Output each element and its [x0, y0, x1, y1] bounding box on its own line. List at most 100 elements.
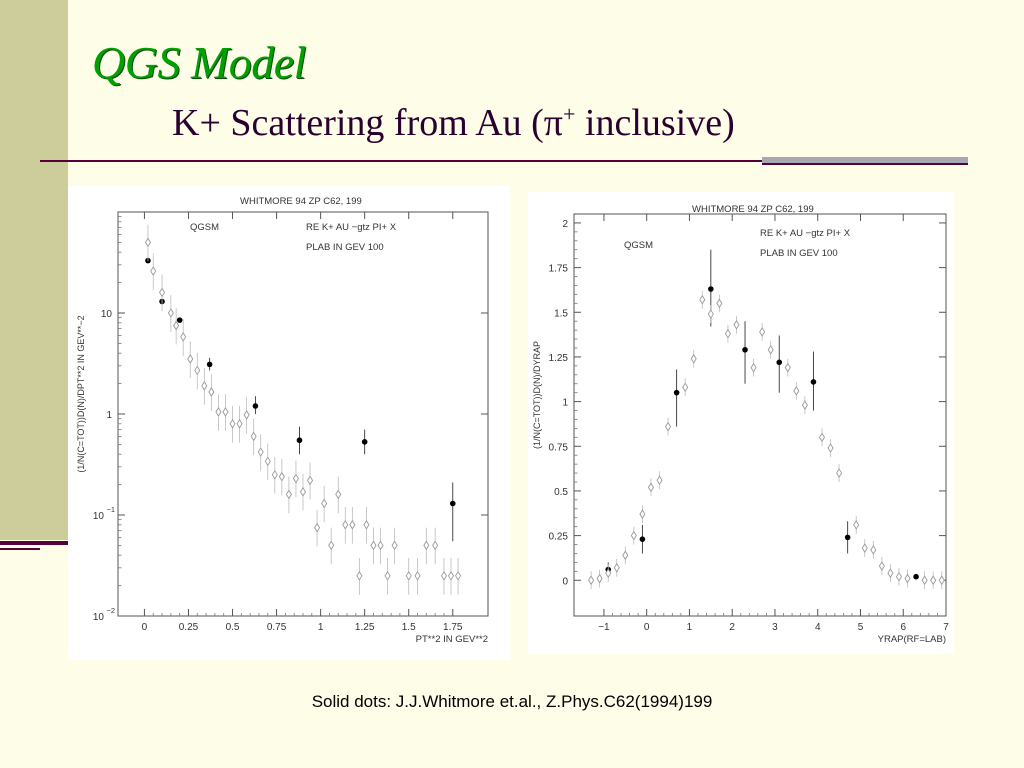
plot-frame — [573, 213, 947, 617]
whitmore-data-point — [361, 439, 368, 445]
qgsm-point — [724, 328, 731, 339]
subtitle-superscript: + — [562, 101, 576, 127]
qgsm-point — [690, 353, 697, 364]
qgsm-point — [447, 570, 455, 581]
chart-header: WHITMORE 94 ZP C62, 199 — [692, 204, 814, 215]
x-tick-label: 2 — [729, 622, 735, 633]
qgsm-point — [921, 575, 928, 586]
y-tick-label: 0 — [562, 576, 568, 587]
slide-subtitle: K+ Scattering from Au (π+ inclusive) — [172, 101, 735, 145]
qgsm-point — [215, 407, 222, 417]
qgsm-point — [335, 489, 342, 500]
qgsm-point — [707, 309, 714, 319]
chart-panel-rapidity: WHITMORE 94 ZP C62, 199 QGSM RE K+ AU −gtz… — [528, 192, 954, 654]
x-tick-label: 0.25 — [179, 622, 199, 633]
x-tick-label: 0.5 — [226, 622, 240, 633]
qgsm-point — [405, 570, 412, 581]
qgsm-point — [150, 266, 157, 276]
pt2-spectrum-chart: WHITMORE 94 ZP C62, 199 QGSM RE K+ AU −gtz… — [76, 196, 489, 645]
whitmore-data-point — [708, 286, 714, 292]
qgsm-point — [759, 327, 766, 337]
qgsm-point — [414, 570, 421, 581]
qgsm-point — [342, 519, 349, 530]
x-axis-label: YRAP(RF=LAB) — [878, 634, 946, 645]
qgsm-point — [299, 486, 307, 497]
qgsm-point — [801, 400, 808, 411]
y-tick-label: 1.25 — [549, 353, 569, 364]
qgsm-point — [647, 482, 654, 493]
x-tick-label: 3 — [772, 622, 778, 633]
qgsm-point — [784, 362, 791, 373]
qgsm-point — [605, 568, 612, 578]
qgsm-point — [222, 407, 229, 417]
qgsm-point — [895, 571, 902, 582]
title-divider — [40, 160, 762, 162]
whitmore-data-point — [176, 317, 183, 323]
y-tick-label: 2 — [562, 219, 568, 230]
chart-header: WHITMORE 94 ZP C62, 199 — [240, 196, 362, 207]
y-tick-label: 1.5 — [554, 308, 568, 319]
x-tick-label: −1 — [598, 622, 610, 633]
model-label: QGSM — [624, 240, 653, 251]
qgsm-point — [363, 519, 370, 530]
qgsm-point — [630, 530, 637, 541]
plab-label: PLAB IN GEV 100 — [760, 248, 838, 259]
slide-title: QGS Model — [92, 37, 306, 88]
chart-panel-pt2: WHITMORE 94 ZP C62, 199 QGSM RE K+ AU −gtz… — [68, 186, 510, 660]
qgsm-point — [853, 520, 860, 530]
slide-caption: Solid dots: J.J.Whitmore et.al., Z.Phys.… — [311, 692, 713, 711]
whitmore-data-point — [810, 379, 817, 385]
reaction-label: RE K+ AU −gtz PI+ X — [760, 228, 851, 239]
qgsm-point — [292, 473, 299, 484]
qgsm-point — [187, 354, 194, 364]
whitmore-data-point — [844, 534, 851, 541]
y-tick-label: 0.5 — [554, 487, 568, 498]
qgsm-point — [173, 320, 180, 331]
qgsm-point — [639, 509, 646, 520]
qgsm-point — [208, 387, 215, 397]
qgsm-point — [887, 568, 894, 578]
whitmore-data-point — [252, 403, 259, 409]
qgsm-point — [750, 362, 757, 373]
qgsm-point — [423, 540, 430, 551]
title-divider-bar-rule — [762, 163, 968, 165]
qgsm-point — [377, 540, 384, 551]
y-tick-label: 0.75 — [549, 442, 569, 453]
y-tick-label: 1.75 — [549, 264, 569, 275]
qgsm-point — [656, 475, 663, 486]
y-tick-label: 1 — [106, 410, 112, 421]
model-label: QGSM — [190, 222, 219, 233]
qgsm-point — [180, 332, 187, 342]
qgsm-point — [870, 545, 877, 555]
whitmore-data-point — [776, 359, 783, 366]
qgsm-point — [596, 573, 603, 584]
qgsm-point — [159, 287, 166, 298]
whitmore-data-point — [673, 389, 680, 396]
qgsm-point — [682, 382, 689, 393]
y-tick-label: 10 — [101, 309, 113, 320]
qgsm-point — [194, 365, 201, 376]
qgsm-point — [285, 489, 292, 500]
qgsm-point — [349, 519, 356, 530]
whitmore-data-point — [913, 573, 919, 580]
qgsm-point — [836, 468, 843, 478]
qgsm-point — [904, 573, 911, 584]
sidebar-rule — [0, 541, 68, 545]
whitmore-data-point — [206, 361, 213, 368]
reaction-label: RE K+ AU −gtz PI+ X — [306, 222, 397, 233]
qgsm-point — [613, 562, 620, 573]
x-tick-label: 4 — [815, 622, 821, 633]
x-tick-label: 5 — [858, 622, 864, 633]
qgsm-point — [250, 431, 257, 442]
subtitle-main: K+ Scattering from Au (π — [172, 102, 563, 144]
x-tick-label: 0 — [142, 622, 148, 633]
y-tick-label: 10 — [93, 612, 105, 623]
qgsm-point — [201, 380, 208, 391]
y-tick-exponent: −2 — [106, 606, 115, 615]
x-tick-label: 1 — [318, 622, 324, 633]
y-axis-label: (1/N(C=TOT))D(N)/DYRAP — [532, 341, 542, 449]
qgsm-point — [793, 386, 800, 396]
qgsm-point — [699, 294, 706, 305]
qgsm-point — [243, 410, 250, 420]
qgsm-point — [356, 570, 363, 581]
